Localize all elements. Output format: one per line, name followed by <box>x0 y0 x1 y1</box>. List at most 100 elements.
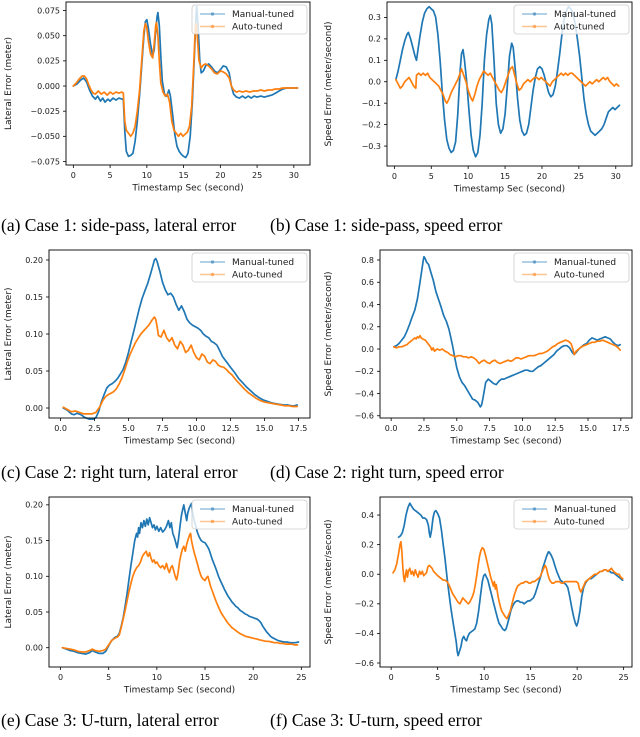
y-tick-label: 0.050 <box>37 32 60 41</box>
x-axis-label: Timestamp Sec (second) <box>131 184 243 194</box>
legend-label: Auto-tuned <box>554 23 605 33</box>
legend-label: Auto-tuned <box>232 271 283 281</box>
y-tick-label: 0.075 <box>37 6 60 15</box>
y-tick-label: −0.2 <box>362 120 381 129</box>
chart-case1-speed-error: 0 5 10 15 20 25 30 0.3 0.2 0.1 0.0 −0.1 −0.2 −0.3 Time… <box>324 1 633 195</box>
x-tick-label: 10.0 <box>188 424 206 433</box>
y-tick-label: 0.2 <box>368 35 381 44</box>
figure-row-1: 0 5 10 15 20 25 30 0.075 0.050 0.025 0.000 −0.025 −0… <box>0 0 640 200</box>
chart-case3-speed-error: 0 5 10 15 20 25 0.4 0.2 0.0 −0.2 −0.4 −0.6 Timestamp… <box>324 496 633 695</box>
series-line-auto-tuned <box>392 540 624 620</box>
series-line-auto-tuned <box>72 21 299 138</box>
caption-row-2: (c) Case 2: right turn, lateral error (d… <box>0 450 640 492</box>
y-tick-label: −0.4 <box>355 629 374 638</box>
y-tick-label: 0.10 <box>25 572 43 581</box>
y-tick-label: −0.6 <box>355 659 374 668</box>
caption-subfigure-f: (f) Case 3: U-turn, speed error <box>270 710 482 730</box>
y-tick-label: 0.0 <box>361 570 374 579</box>
x-tick-label: 0 <box>71 171 76 180</box>
legend-marker-dot <box>532 519 537 524</box>
legend-marker-dot <box>210 12 215 16</box>
subfigure-b: 0 5 10 15 20 25 30 0.3 0.2 0.1 0.0 −0.1 −0.2 −0.3 Time… <box>320 0 640 200</box>
x-tick-label: 5 <box>435 673 440 682</box>
y-tick-label: 0.05 <box>25 367 43 376</box>
series-line-auto-tuned <box>61 532 299 653</box>
y-tick-label: 0.0 <box>368 78 381 87</box>
x-tick-label: 15.0 <box>579 424 597 433</box>
legend-marker-dot <box>210 507 215 511</box>
plot-frame <box>379 496 633 668</box>
x-tick-label: 30 <box>611 172 621 181</box>
subfigure-d: 0.0 2.5 5.0 7.5 10.0 12.5 15.0 17.5 0.8 0.6 0.4 0.2… <box>320 245 640 450</box>
y-tick-label: 0.2 <box>361 323 374 332</box>
legend-box <box>191 252 308 283</box>
x-tick-label: 15 <box>500 172 510 181</box>
x-tick-label: 10 <box>152 673 162 682</box>
x-tick-label: 0.0 <box>54 424 67 433</box>
y-tick-label: 0.15 <box>25 536 43 545</box>
legend-label: Auto-tuned <box>554 271 605 281</box>
legend-marker-dot <box>210 24 215 29</box>
x-tick-label: 10.0 <box>514 424 532 433</box>
x-tick-label: 25 <box>252 171 262 180</box>
y-tick-label: 0.20 <box>25 501 43 510</box>
series-line-manual-tuned <box>397 502 624 657</box>
x-tick-label: 20 <box>215 171 225 180</box>
legend-marker-dot <box>210 519 215 524</box>
y-tick-label: 0.025 <box>37 57 60 66</box>
figure-row-3: 0 5 10 15 20 25 0.20 0.15 0.10 0.05 0.00 Timestamp … <box>0 492 640 695</box>
y-tick-label: 0.4 <box>361 511 374 520</box>
legend-label: Manual-tuned <box>554 258 616 268</box>
chart-case1-lateral-error: 0 5 10 15 20 25 30 0.075 0.050 0.025 0.000 −0.025 −0… <box>4 1 311 194</box>
subfigure-a: 0 5 10 15 20 25 30 0.075 0.050 0.025 0.000 −0.025 −0… <box>0 0 320 200</box>
x-tick-label: 15 <box>200 673 210 682</box>
legend-marker-dot <box>210 260 215 264</box>
chart-case2-speed-error: 0.0 2.5 5.0 7.5 10.0 12.5 15.0 17.5 0.8 0.6 0.4 0.2… <box>324 249 633 447</box>
y-axis-label: Lateral Error (meter) <box>4 287 14 380</box>
x-tick-label: 0.0 <box>385 424 398 433</box>
y-axis-label: Lateral Error (meter) <box>4 535 14 628</box>
y-axis-label: Speed Error (meter/second) <box>324 519 334 644</box>
y-tick-label: 0.3 <box>368 13 381 22</box>
y-tick-label: 0.0 <box>361 345 374 354</box>
x-tick-label: 2.5 <box>88 424 101 433</box>
plot-frame <box>379 249 633 419</box>
x-axis-label: Timestamp Sec (second) <box>453 185 565 195</box>
chart-case3-lateral-error: 0 5 10 15 20 25 0.20 0.15 0.10 0.05 0.00 Timestamp … <box>4 496 311 696</box>
x-tick-label: 20 <box>248 673 258 682</box>
x-tick-label: 20 <box>537 172 547 181</box>
series-line-manual-tuned <box>395 5 621 158</box>
x-tick-label: 2.5 <box>418 424 431 433</box>
x-tick-label: 17.5 <box>612 424 630 433</box>
y-tick-label: 0.6 <box>361 278 374 287</box>
legend-box <box>513 4 630 35</box>
chart-case2-lateral-error: 0.0 2.5 5.0 7.5 10.0 12.5 15.0 17.5 0.20 0.15 0.10… <box>4 249 311 447</box>
y-tick-label: 0.00 <box>25 404 43 413</box>
y-tick-label: 0.05 <box>25 608 43 617</box>
legend-box <box>513 252 630 283</box>
x-tick-label: 7.5 <box>483 424 496 433</box>
legend-label: Manual-tuned <box>232 258 294 268</box>
y-tick-label: −0.2 <box>355 367 374 376</box>
x-tick-label: 10 <box>479 673 489 682</box>
x-tick-label: 5 <box>106 673 111 682</box>
legend-label: Manual-tuned <box>554 10 616 20</box>
legend-box <box>191 4 308 35</box>
y-tick-label: −0.050 <box>30 132 60 141</box>
x-tick-label: 0 <box>392 172 397 181</box>
subfigure-c: 0.0 2.5 5.0 7.5 10.0 12.5 15.0 17.5 0.20 0.15 0.10… <box>0 245 320 450</box>
x-axis-label: Timestamp Sec (second) <box>123 686 235 696</box>
x-tick-label: 5 <box>108 171 113 180</box>
y-tick-label: −0.4 <box>355 389 374 398</box>
series-line-manual-tuned <box>72 5 299 159</box>
y-tick-label: −0.2 <box>355 600 374 609</box>
x-tick-label: 0 <box>389 673 394 682</box>
x-tick-label: 10 <box>142 171 152 180</box>
x-tick-label: 5 <box>429 172 434 181</box>
x-tick-label: 30 <box>289 171 299 180</box>
y-tick-label: 0.4 <box>361 300 374 309</box>
legend-label: Auto-tuned <box>232 23 283 33</box>
y-tick-label: 0.10 <box>25 330 43 339</box>
caption-subfigure-e: (e) Case 3: U-turn, lateral error <box>1 710 219 730</box>
